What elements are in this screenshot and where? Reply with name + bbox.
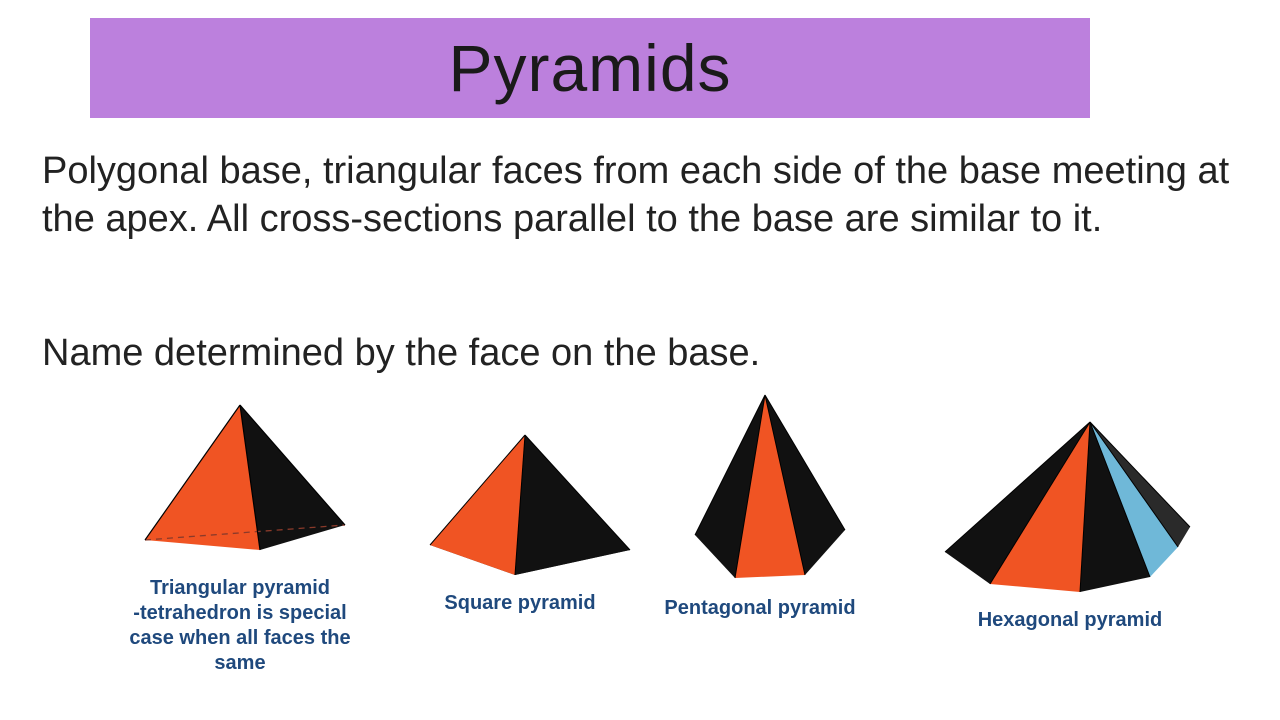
pyramid-hexagonal-caption: Hexagonal pyramid bbox=[960, 608, 1180, 633]
pyramid-triangular-icon bbox=[110, 400, 370, 570]
pyramid-pentagonal-icon bbox=[640, 390, 880, 590]
title-bar: Pyramids bbox=[90, 18, 1090, 118]
slide-title: Pyramids bbox=[448, 30, 731, 106]
paragraph-2: Name determined by the face on the base. bbox=[42, 330, 1232, 378]
pyramid-hexagonal-icon bbox=[920, 412, 1220, 602]
pyramid-square: Square pyramid bbox=[390, 415, 650, 616]
paragraph-1: Polygonal base, triangular faces from ea… bbox=[42, 148, 1232, 243]
pyramid-figures: Triangular pyramid-tetrahedron is specia… bbox=[0, 400, 1280, 720]
pyramid-triangular-caption: Triangular pyramid-tetrahedron is specia… bbox=[110, 576, 370, 676]
pyramid-triangular: Triangular pyramid-tetrahedron is specia… bbox=[110, 400, 370, 676]
pyramid-square-icon bbox=[390, 415, 650, 585]
pyramid-pentagonal-caption: Pentagonal pyramid bbox=[660, 596, 860, 621]
pyramid-pentagonal: Pentagonal pyramid bbox=[640, 390, 880, 621]
pyramid-square-caption: Square pyramid bbox=[410, 591, 630, 616]
pyramid-hexagonal: Hexagonal pyramid bbox=[920, 412, 1220, 633]
